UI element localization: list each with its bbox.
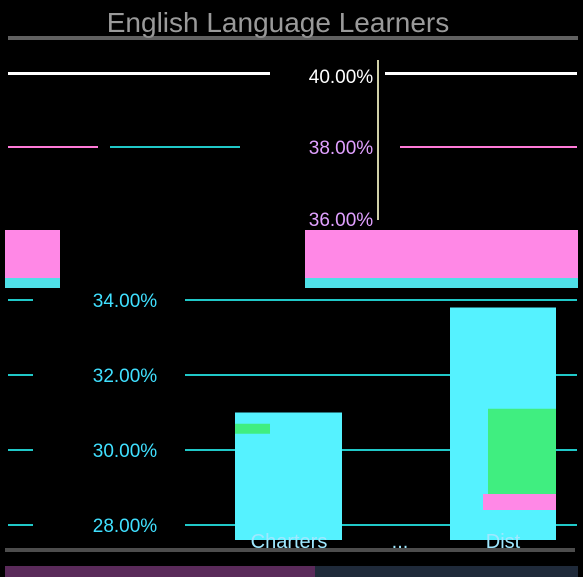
- title-noise-strip: [8, 36, 578, 40]
- band-strip: [305, 278, 578, 288]
- upper-grid-line: [385, 72, 577, 75]
- bar-overlay-charters: [235, 423, 270, 434]
- band-right: [305, 230, 578, 280]
- x-axis-labels: Charters Dist...: [251, 531, 521, 553]
- grid-line: [185, 449, 577, 451]
- y-axis-ticks: 34.00% 32.00% 30.00% 28.00%: [93, 291, 158, 537]
- upper-grid-line: [110, 146, 240, 148]
- y-tick-label: 32.00%: [93, 366, 158, 387]
- chart-title: English Language Learners: [107, 7, 449, 38]
- band-strip: [5, 278, 60, 288]
- upper-grid-line: [400, 146, 577, 148]
- upper-tick-label: 36.00%: [309, 210, 374, 231]
- bar-glitch-block: [483, 494, 556, 510]
- upper-tick-label: 38.00%: [309, 138, 374, 159]
- upper-axis-line: [377, 60, 379, 220]
- grid-line: [185, 299, 577, 301]
- x-tick-label-partial: ...: [392, 531, 409, 553]
- grid-line: [8, 299, 33, 301]
- upper-tick-label: 40.00%: [309, 67, 374, 88]
- y-tick-label: 34.00%: [93, 291, 158, 312]
- glitch-band: [5, 230, 578, 288]
- grid-line: [8, 374, 33, 376]
- grid-line: [185, 374, 577, 376]
- grid-line: [8, 524, 33, 526]
- x-tick-label: Dist: [486, 531, 521, 553]
- bottom-noise-strip: [5, 548, 575, 552]
- upper-ghost-panel: 40.00% 38.00% 36.00%: [8, 60, 577, 231]
- y-tick-label: 28.00%: [93, 516, 158, 537]
- y-tick-label: 30.00%: [93, 441, 158, 462]
- upper-grid-line: [8, 72, 270, 75]
- upper-grid-line: [8, 146, 98, 148]
- grid-line: [185, 524, 577, 526]
- bar-overlay-dist: [488, 408, 556, 495]
- bottom-strip: [5, 566, 315, 577]
- bottom-strip: [315, 566, 578, 577]
- band-left: [5, 230, 60, 280]
- grid-line: [8, 449, 33, 451]
- bars: [235, 307, 556, 540]
- x-tick-label: Charters: [251, 531, 328, 553]
- grid-lines: [8, 299, 577, 526]
